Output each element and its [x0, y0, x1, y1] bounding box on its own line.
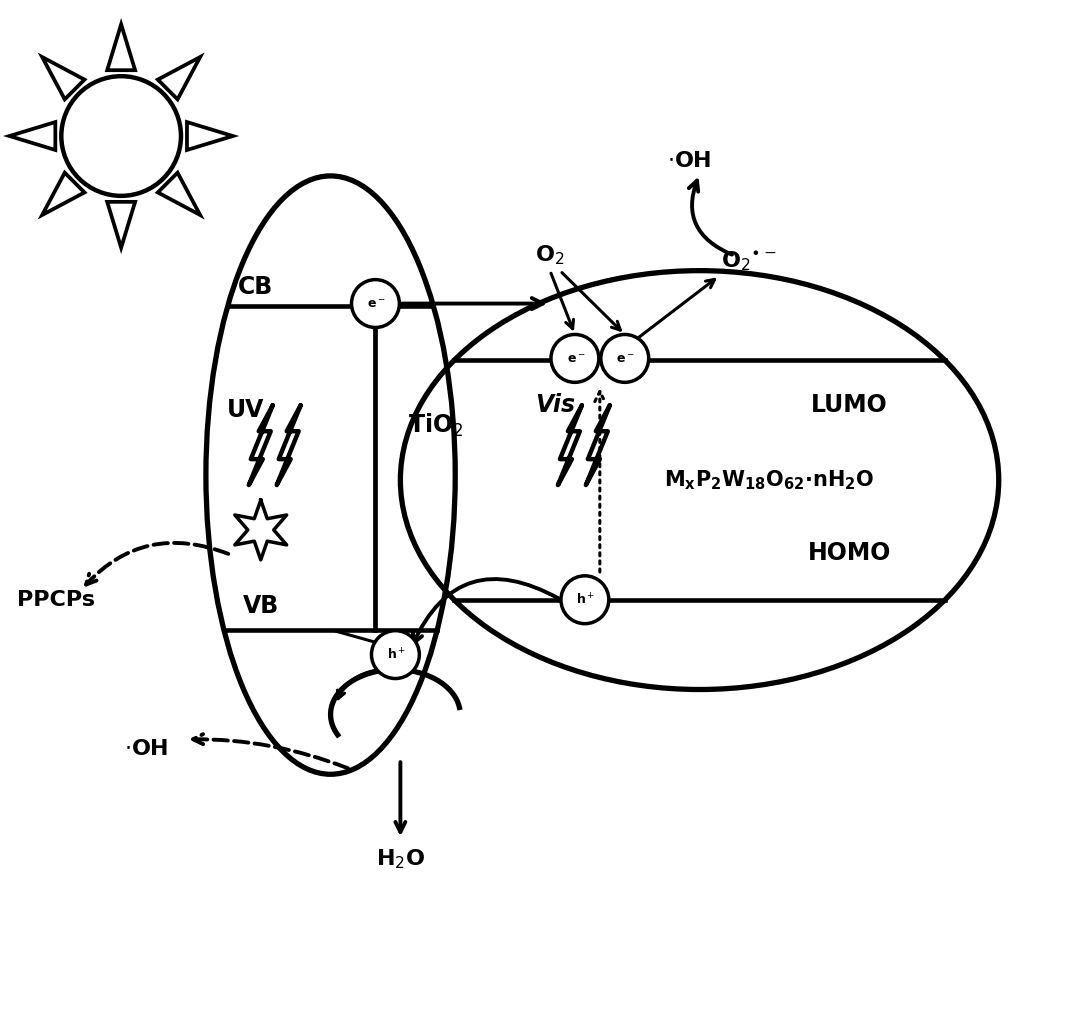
Circle shape: [351, 279, 400, 328]
FancyArrowPatch shape: [193, 734, 348, 768]
FancyArrowPatch shape: [595, 392, 605, 572]
Text: $\mathbf{M_xP_2W_{18}O_{62}{\cdot}nH_2O}$: $\mathbf{M_xP_2W_{18}O_{62}{\cdot}nH_2O}…: [664, 468, 875, 492]
Text: PPCPs: PPCPs: [17, 590, 95, 610]
Text: HOMO: HOMO: [808, 541, 891, 565]
Text: e$^-$: e$^-$: [567, 353, 585, 365]
Circle shape: [372, 630, 419, 679]
Text: h$^+$: h$^+$: [387, 647, 406, 662]
Text: CB: CB: [239, 275, 273, 298]
FancyArrowPatch shape: [689, 181, 732, 255]
Text: e$^-$: e$^-$: [367, 298, 386, 311]
Text: H$_2$O: H$_2$O: [376, 848, 426, 871]
Circle shape: [561, 576, 609, 623]
Circle shape: [600, 335, 649, 383]
Text: h$^+$: h$^+$: [577, 592, 595, 607]
Text: O$_2$: O$_2$: [536, 244, 565, 268]
Text: VB: VB: [243, 594, 279, 618]
FancyArrowPatch shape: [86, 543, 228, 585]
Text: $\cdot$OH: $\cdot$OH: [667, 151, 712, 171]
FancyArrowPatch shape: [413, 579, 558, 644]
Text: TiO$_2$: TiO$_2$: [407, 412, 463, 438]
Circle shape: [551, 335, 598, 383]
Text: LUMO: LUMO: [811, 393, 888, 417]
Ellipse shape: [401, 271, 999, 689]
Text: e$^-$: e$^-$: [617, 353, 635, 365]
Text: $\cdot$OH: $\cdot$OH: [124, 739, 168, 759]
Text: Vis: Vis: [535, 393, 575, 417]
Text: UV: UV: [227, 398, 265, 422]
Text: O$_2$$^{\bullet -}$: O$_2$$^{\bullet -}$: [721, 249, 778, 272]
